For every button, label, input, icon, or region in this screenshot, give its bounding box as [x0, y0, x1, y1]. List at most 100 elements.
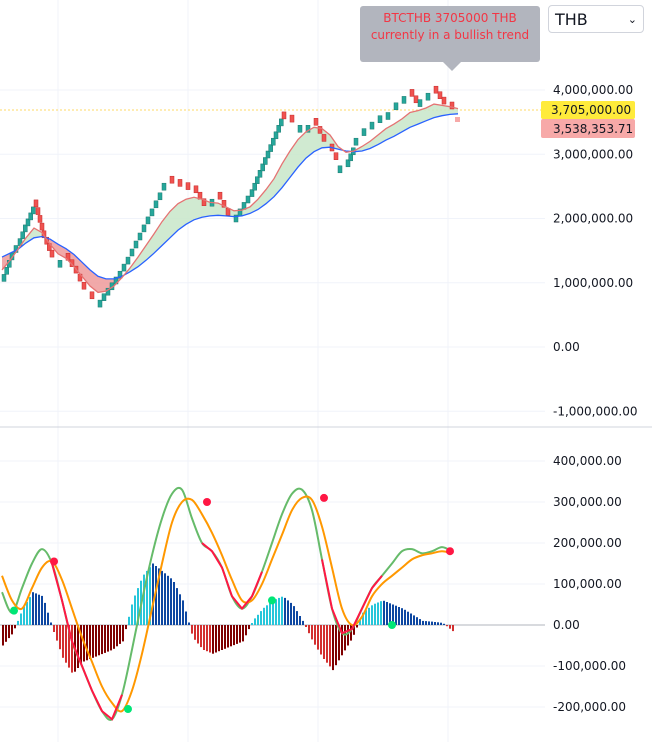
- macd-hist-bar-positive: [431, 621, 433, 625]
- renko-brick-down: [225, 208, 231, 216]
- macd-tick-label: 400,000.00: [553, 454, 622, 468]
- chevron-down-icon[interactable]: ⌄: [627, 12, 637, 26]
- macd-hist-bar-negative: [350, 625, 352, 641]
- ema-cloud-bull: [154, 221, 162, 254]
- macd-hist-bar-positive: [287, 600, 289, 625]
- macd-hist-bar-negative: [305, 625, 307, 627]
- renko-brick-up: [149, 208, 155, 217]
- macd-hist-bar-positive: [269, 602, 271, 625]
- renko-brick-up: [28, 212, 33, 221]
- ema-cloud-bull: [266, 178, 274, 204]
- macd-hist-bar-positive: [419, 619, 421, 625]
- macd-hist-bar-positive: [278, 597, 280, 625]
- macd-hist-bar-negative: [314, 625, 316, 645]
- bullish-cross-marker: [10, 606, 18, 615]
- ema-value-label: 3,538,353.71: [553, 122, 633, 136]
- macd-hist-bar-negative: [308, 625, 310, 634]
- macd-hist-bar-negative: [446, 625, 448, 627]
- macd-hist-bar-negative: [242, 625, 244, 642]
- renko-brick-down: [333, 152, 339, 160]
- bearish-cross-marker: [446, 547, 454, 556]
- macd-axis[interactable]: 400,000.00 300,000.00 200,000.00 100,000.00…: [553, 454, 626, 714]
- macd-hist-bar-positive: [386, 602, 388, 625]
- trend-tooltip: BTCTHB 3705000 THB currently in a bullis…: [360, 6, 540, 62]
- macd-hist-bar-positive: [368, 607, 370, 625]
- price-pane[interactable]: [1, 85, 460, 308]
- renko-brick-down: [413, 95, 419, 104]
- renko-brick-up: [23, 224, 28, 233]
- macd-hist-bar-negative: [335, 625, 337, 666]
- renko-brick-up: [260, 163, 265, 172]
- bullish-cross-marker: [268, 596, 276, 605]
- renko-brick-up: [385, 112, 391, 120]
- renko-brick-up: [101, 293, 107, 301]
- macd-hist-bar-negative: [122, 625, 124, 642]
- macd-bearish-segment: [201, 542, 263, 611]
- renko-brick-down: [37, 215, 43, 223]
- macd-hist-bar-positive: [422, 620, 424, 625]
- macd-hist-bar-negative: [98, 625, 100, 656]
- macd-hist-bar-positive: [182, 600, 184, 625]
- ema-cloud-bull: [434, 104, 442, 118]
- renko-brick-up: [255, 176, 260, 184]
- macd-hist-bar-negative: [329, 625, 331, 667]
- macd-hist-bar-negative: [206, 625, 208, 652]
- macd-hist-bar-negative: [14, 625, 16, 629]
- renko-brick-up: [252, 182, 257, 191]
- macd-hist-bar-negative: [77, 625, 79, 668]
- renko-brick-up: [263, 157, 268, 165]
- macd-hist-bar-positive: [365, 610, 367, 625]
- macd-hist-bar-positive: [359, 620, 361, 625]
- renko-brick-up: [31, 206, 36, 215]
- macd-hist-bar-negative: [449, 625, 451, 629]
- bearish-cross-marker: [320, 493, 328, 502]
- renko-brick-up: [257, 170, 263, 178]
- macd-hist-bar-positive: [167, 575, 169, 625]
- macd-hist-bar-positive: [38, 594, 40, 625]
- renko-brick-up: [337, 165, 343, 174]
- renko-brick-up: [348, 153, 353, 162]
- macd-hist-bar-negative: [224, 625, 226, 649]
- renko-brick-down: [177, 179, 183, 187]
- macd-hist-bar-negative: [5, 625, 7, 642]
- renko-brick-up: [4, 267, 9, 275]
- macd-hist-bar-negative: [200, 625, 202, 648]
- macd-hist-bar-positive: [401, 608, 403, 625]
- renko-brick-down: [289, 114, 295, 123]
- macd-hist-bar-positive: [392, 604, 394, 625]
- macd-hist-bar-positive: [134, 595, 136, 625]
- renko-brick-down: [313, 118, 319, 126]
- currency-select[interactable]: THB ⌄: [548, 5, 644, 33]
- macd-tick-label: 200,000.00: [553, 536, 622, 550]
- ema-cloud-bull: [34, 228, 42, 238]
- macd-hist-bar-negative: [230, 625, 232, 647]
- renko-brick-up: [57, 260, 63, 268]
- macd-hist-bar-positive: [284, 597, 286, 625]
- macd-hist-bar-positive: [155, 566, 157, 625]
- macd-hist-bar-positive: [149, 567, 151, 625]
- ema-cloud-bull: [146, 233, 154, 261]
- macd-hist-bar-positive: [131, 604, 133, 625]
- renko-brick-up: [425, 92, 431, 101]
- price-axis[interactable]: 4,000,000.00 3,000,000.00 2,000,000.00 1,00…: [553, 83, 638, 418]
- macd-hist-bar-negative: [311, 625, 313, 640]
- macd-pane[interactable]: [0, 486, 545, 721]
- price-tick-label: 3,000,000.00: [553, 147, 633, 161]
- price-tick-label: 2,000,000.00: [553, 212, 633, 226]
- macd-hist-bar-positive: [251, 623, 253, 625]
- macd-hist-bar-negative: [347, 625, 349, 646]
- renko-brick-up: [401, 96, 407, 104]
- macd-hist-bar-positive: [404, 609, 406, 625]
- macd-hist-bar-negative: [326, 625, 328, 663]
- ema-cloud-bull: [442, 105, 450, 116]
- renko-brick-up: [25, 218, 31, 227]
- macd-hist-bar-positive: [425, 621, 427, 625]
- macd-hist-bar-negative: [191, 625, 193, 634]
- macd-hist-bar-negative: [119, 625, 121, 644]
- macd-hist-bar-negative: [101, 625, 103, 655]
- macd-hist-bar-negative: [107, 625, 109, 652]
- ema-cloud-bull: [26, 228, 34, 243]
- macd-hist-bar-negative: [215, 625, 217, 653]
- renko-brick-down: [409, 89, 415, 97]
- macd-hist-bar-positive: [395, 605, 397, 625]
